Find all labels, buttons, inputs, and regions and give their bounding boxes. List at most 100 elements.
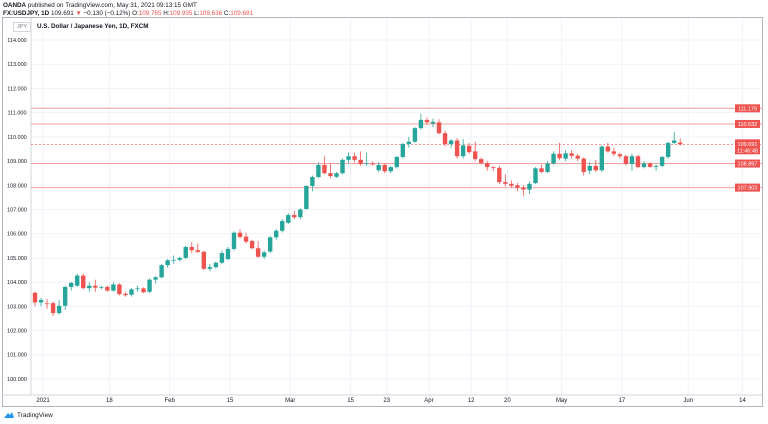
low-value: 109.636 [199,10,223,17]
candle [659,156,665,168]
candle-body [123,293,128,296]
y-tick-label: 102.000 [7,329,27,335]
candle [213,261,219,269]
candle [44,299,50,309]
candle [68,282,74,291]
candle [671,131,677,145]
candle-body [442,133,448,145]
candle-body [213,262,219,268]
candle [665,141,671,159]
candle [243,232,249,244]
candle [207,263,213,272]
candle [436,119,442,135]
x-tick-label: Jun [683,398,694,404]
candle-body [346,156,351,160]
candle-body [231,232,237,249]
candle-body [352,156,357,160]
candle-body [286,215,291,223]
candle [527,181,532,194]
candle-body [141,288,146,293]
candle-body [219,253,225,263]
candle [99,285,104,290]
bar-countdown-label: 11:46:48 [737,148,758,154]
candle-body [87,285,92,289]
candle-body [647,163,653,167]
x-tick-label: 18 [106,398,113,404]
candle [491,166,496,171]
candle [219,250,225,264]
y-tick-label: 111.000 [7,111,26,117]
candle-body [38,300,44,303]
candle [129,288,134,297]
candle [123,291,128,297]
y-tick-label: 113.000 [7,62,26,68]
candle-body [225,248,231,260]
candle-body [177,257,182,260]
candle [56,300,62,315]
candle [304,185,309,210]
candle-body [111,284,116,291]
tradingview-logo[interactable]: TradingView [3,411,53,419]
chart-title: U.S. Dollar / Japanese Yen, 1D, FXCM [37,23,149,30]
candle-body [358,159,363,164]
candle-body [448,140,454,145]
candle [195,243,201,254]
candle [237,228,243,239]
candle-body [635,156,641,168]
candle [328,163,333,178]
candle [394,156,399,169]
x-tick-label: Feb [164,398,175,404]
level-price-label-bg [735,119,760,128]
candle [153,276,158,284]
candle [472,141,478,162]
level-price-label-bg [735,183,760,192]
candle-body [587,165,592,171]
candle-body [274,230,279,238]
candle-body [189,246,194,251]
candle [400,142,406,159]
candle [635,154,641,169]
candle-body [243,236,249,242]
candle-body [665,142,671,157]
candle [611,147,617,157]
x-tick-label: 23 [383,398,391,404]
candle [261,250,267,260]
y-tick-label: 112.000 [7,86,26,92]
candle-body [207,267,213,269]
candle [442,130,448,147]
candle-body [485,162,490,168]
candle [509,180,514,188]
y-tick-label: 109.000 [7,159,27,165]
close-label: C: [223,10,231,17]
publish-info: OANDA published on TradingView.com, May … [3,2,197,9]
candle-body [75,275,80,286]
candle-body [533,168,538,184]
candle-body [521,187,526,190]
y-tick-label: 106.000 [7,232,27,238]
candle [557,142,562,160]
candle-body [310,177,315,186]
candle [183,245,188,260]
candle [62,285,68,310]
candle [653,164,659,171]
candle [322,156,327,175]
candle-body [334,173,339,177]
candle-body [617,154,623,157]
candle-body [304,185,309,209]
candle [111,282,116,292]
x-tick-label: 20 [503,398,511,404]
candle [316,162,321,178]
candle-body [237,232,243,238]
current-price-label-bg [735,139,760,155]
candle [678,138,683,146]
candle [117,283,122,296]
candle-body [50,303,56,314]
candle-body [527,183,532,190]
candle-body [153,277,158,280]
candle-body [340,159,345,174]
candle [575,153,580,162]
candle [352,152,357,163]
candle-body [491,167,496,168]
candle-body [129,289,134,295]
